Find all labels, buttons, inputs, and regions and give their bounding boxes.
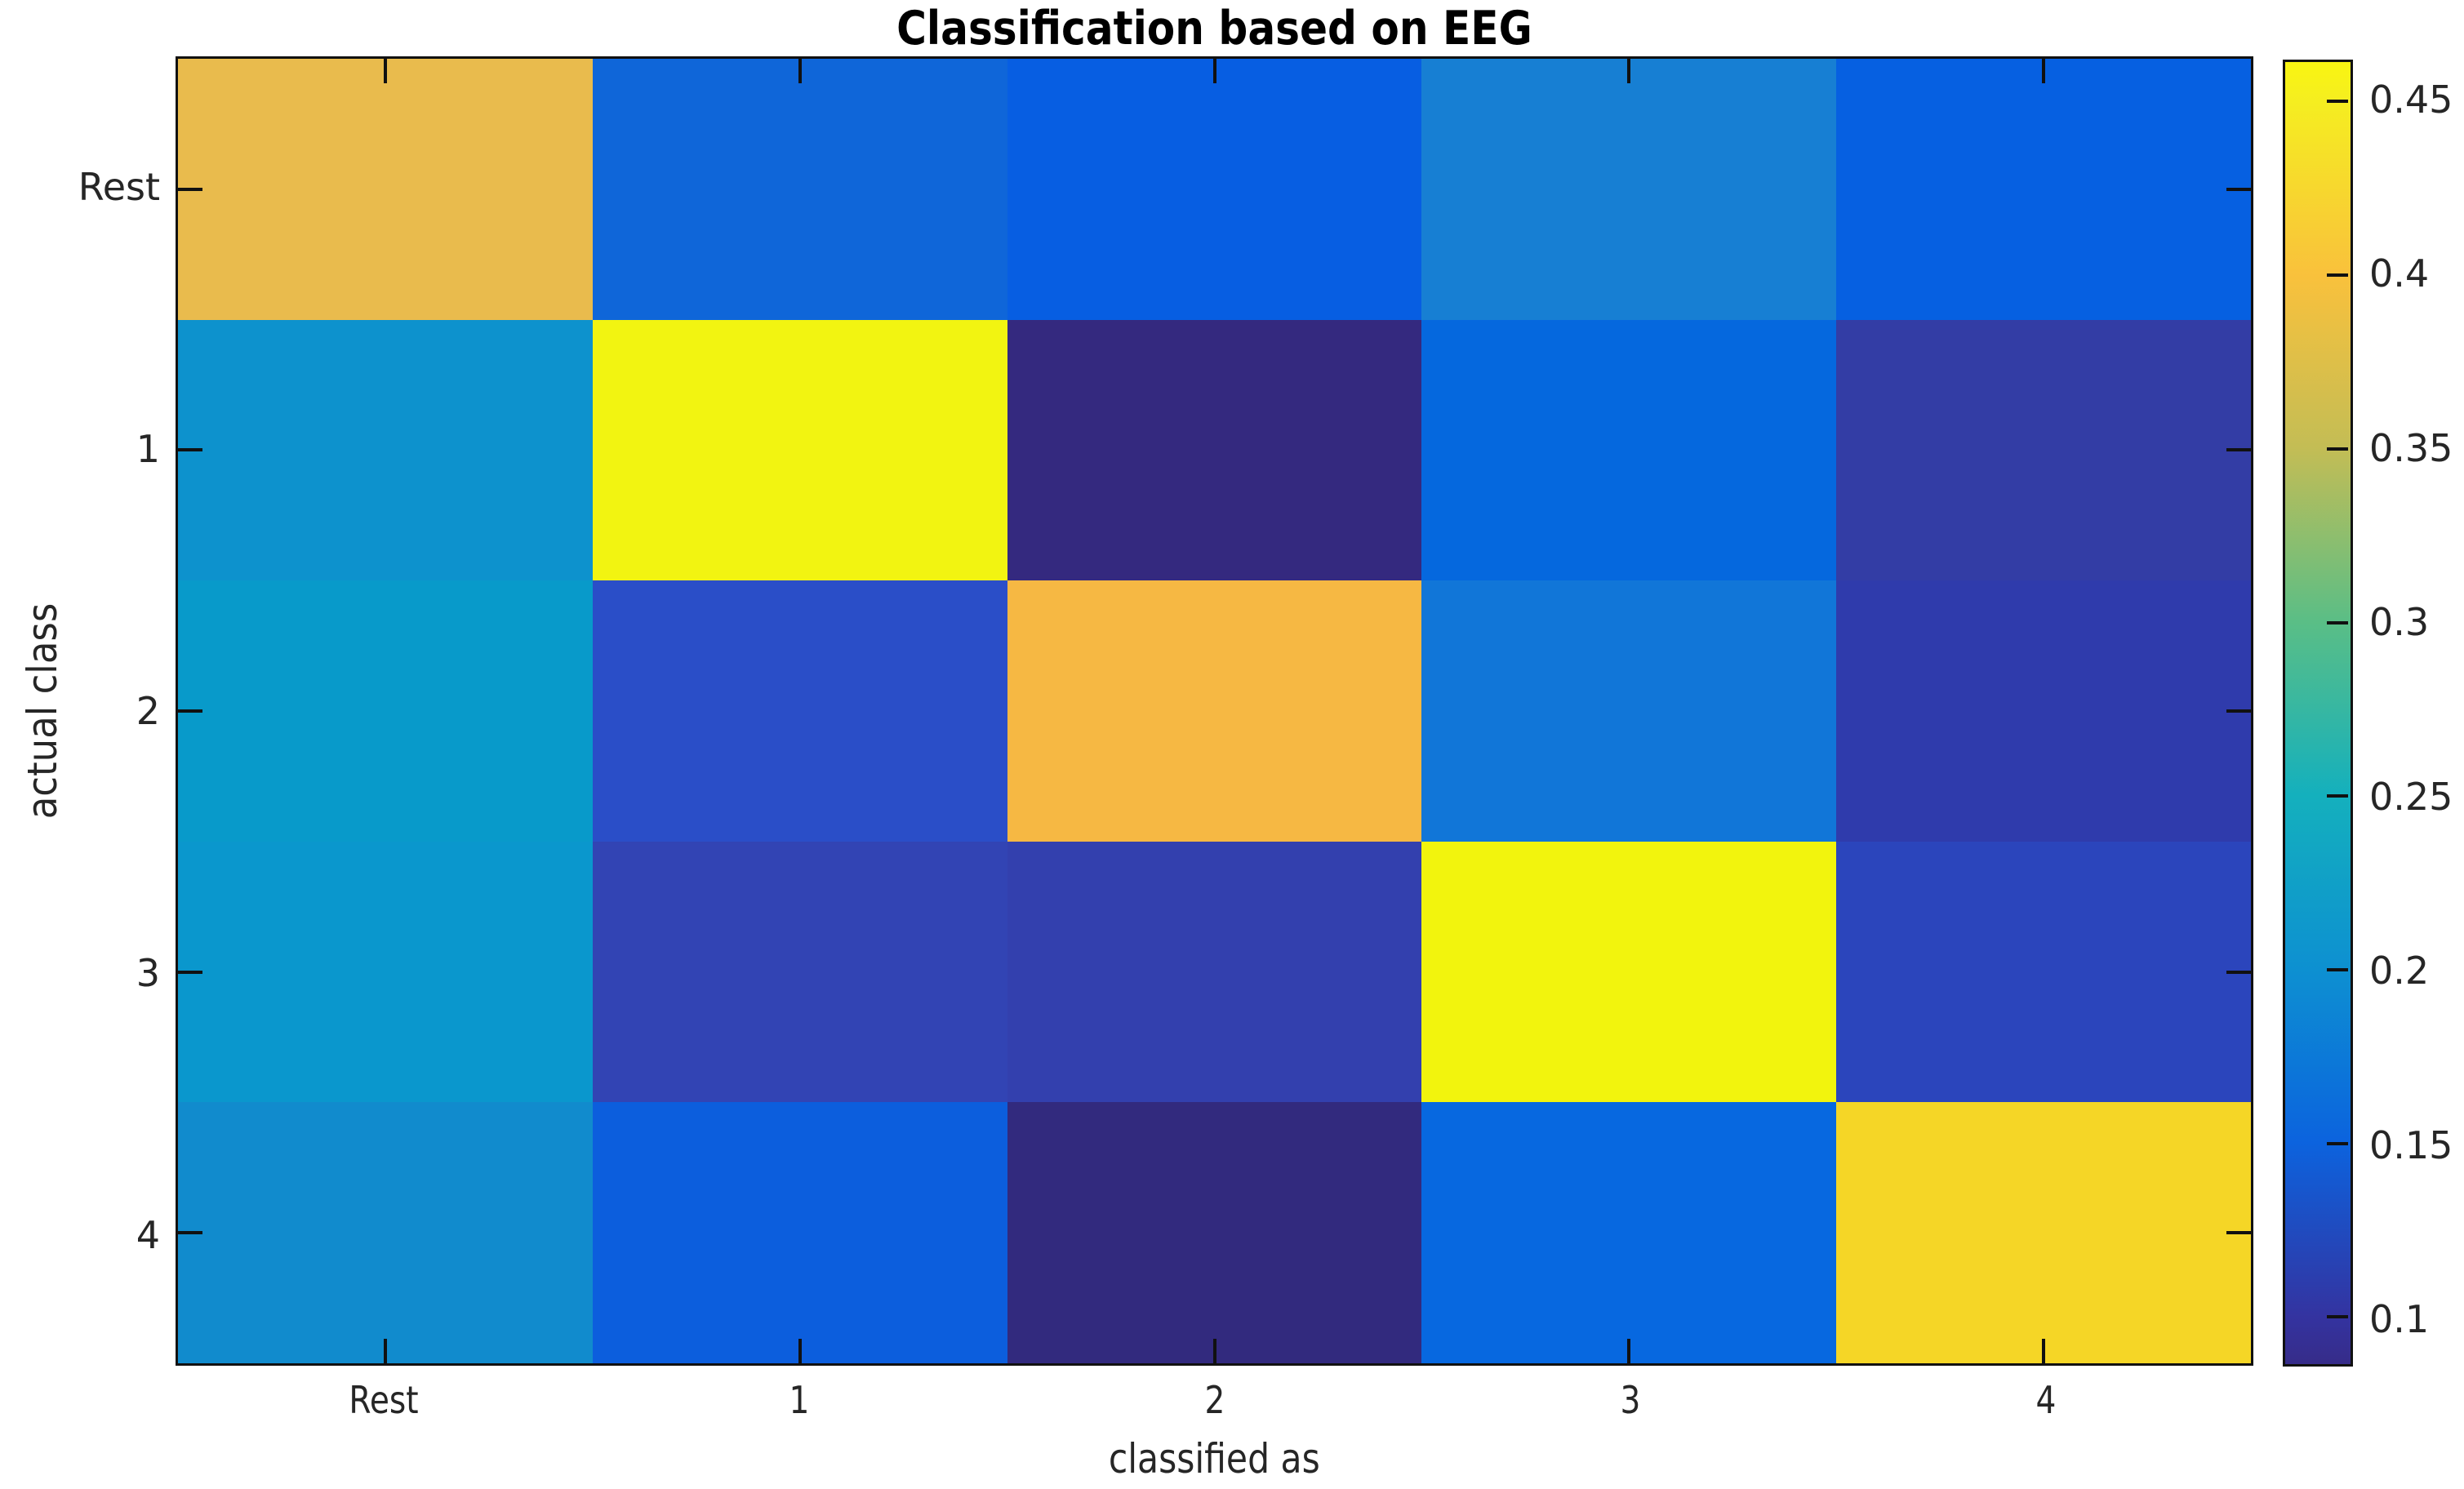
heatmap-cell bbox=[1421, 841, 1837, 1103]
heatmap-cell bbox=[1007, 841, 1422, 1103]
axis-tick-mark bbox=[1212, 59, 1216, 83]
axis-tick-mark bbox=[2226, 970, 2251, 974]
axis-tick-mark bbox=[178, 448, 202, 452]
heatmap-cell bbox=[178, 1102, 593, 1363]
axis-tick-mark bbox=[383, 1339, 387, 1363]
axis-tick-mark bbox=[2042, 59, 2046, 83]
heatmap-cell bbox=[1421, 319, 1837, 581]
x-tick-label: Rest bbox=[348, 1378, 419, 1422]
axis-tick-mark bbox=[2226, 187, 2251, 191]
colorbar bbox=[2283, 60, 2353, 1367]
colorbar-tick-label: 0.25 bbox=[2369, 774, 2453, 819]
axis-tick-mark bbox=[178, 970, 202, 974]
heatmap-cell bbox=[592, 319, 1007, 581]
y-axis-label: actual class bbox=[19, 602, 66, 820]
y-tick-label: 3 bbox=[136, 950, 160, 995]
heatmap-cell bbox=[1836, 841, 2251, 1103]
colorbar-tick-label: 0.45 bbox=[2369, 77, 2453, 122]
axis-tick-mark bbox=[178, 1231, 202, 1235]
colorbar-tick-mark bbox=[2327, 100, 2348, 104]
heatmap-plot-area bbox=[176, 56, 2253, 1366]
heatmap-cell bbox=[1836, 319, 2251, 581]
axis-tick-mark bbox=[798, 1339, 802, 1363]
y-tick-label: 1 bbox=[136, 427, 160, 472]
heatmap-cell bbox=[1007, 580, 1422, 842]
colorbar-tick-label: 0.2 bbox=[2369, 949, 2430, 993]
colorbar-tick-label: 0.4 bbox=[2369, 251, 2430, 296]
axis-tick-mark bbox=[1627, 59, 1631, 83]
x-axis-label: classified as bbox=[1109, 1435, 1320, 1482]
axis-tick-mark bbox=[2226, 1231, 2251, 1235]
colorbar-tick-label: 0.1 bbox=[2369, 1297, 2430, 1342]
chart-title: Classification based on EEG bbox=[896, 2, 1532, 56]
heatmap-cell bbox=[1836, 59, 2251, 320]
x-tick-label: 4 bbox=[2035, 1378, 2056, 1422]
colorbar-tick-label: 0.35 bbox=[2369, 425, 2453, 470]
colorbar-tick-mark bbox=[2327, 273, 2348, 278]
axis-tick-mark bbox=[383, 59, 387, 83]
colorbar-tick-label: 0.15 bbox=[2369, 1122, 2453, 1167]
x-tick-label: 2 bbox=[1204, 1378, 1225, 1422]
axis-tick-mark bbox=[178, 709, 202, 713]
heatmap-cell bbox=[592, 580, 1007, 842]
heatmap-cell bbox=[1836, 1102, 2251, 1363]
axis-tick-mark bbox=[178, 187, 202, 191]
heatmap-cell bbox=[1836, 580, 2251, 842]
heatmap-grid bbox=[178, 59, 2251, 1363]
heatmap-cell bbox=[592, 1102, 1007, 1363]
heatmap-cell bbox=[1421, 59, 1837, 320]
heatmap-cell bbox=[592, 59, 1007, 320]
y-tick-label: 2 bbox=[136, 689, 160, 733]
heatmap-cell bbox=[592, 841, 1007, 1103]
colorbar-tick-mark bbox=[2327, 620, 2348, 624]
heatmap-cell bbox=[1007, 319, 1422, 581]
colorbar-tick-mark bbox=[2327, 1315, 2348, 1319]
x-tick-label: 3 bbox=[1620, 1378, 1640, 1422]
heatmap-cell bbox=[178, 580, 593, 842]
heatmap-cell bbox=[1007, 1102, 1422, 1363]
heatmap-cell bbox=[1007, 59, 1422, 320]
colorbar-tick-label: 0.3 bbox=[2369, 600, 2430, 645]
axis-tick-mark bbox=[798, 59, 802, 83]
colorbar-tick-mark bbox=[2327, 447, 2348, 451]
heatmap-cell bbox=[178, 841, 593, 1103]
colorbar-tick-mark bbox=[2327, 794, 2348, 798]
axis-tick-mark bbox=[1212, 1339, 1216, 1363]
axis-tick-mark bbox=[2226, 709, 2251, 713]
axis-tick-mark bbox=[2042, 1339, 2046, 1363]
colorbar-tick-mark bbox=[2327, 1141, 2348, 1145]
heatmap-cell bbox=[1421, 1102, 1837, 1363]
axis-tick-mark bbox=[2226, 448, 2251, 452]
colorbar-tick-mark bbox=[2327, 967, 2348, 971]
heatmap-cell bbox=[178, 59, 593, 320]
x-tick-label: 1 bbox=[789, 1378, 809, 1422]
y-tick-label: 4 bbox=[136, 1212, 160, 1257]
y-tick-label: Rest bbox=[78, 165, 160, 210]
heatmap-cell bbox=[178, 319, 593, 581]
axis-tick-mark bbox=[1627, 1339, 1631, 1363]
heatmap-cell bbox=[1421, 580, 1837, 842]
